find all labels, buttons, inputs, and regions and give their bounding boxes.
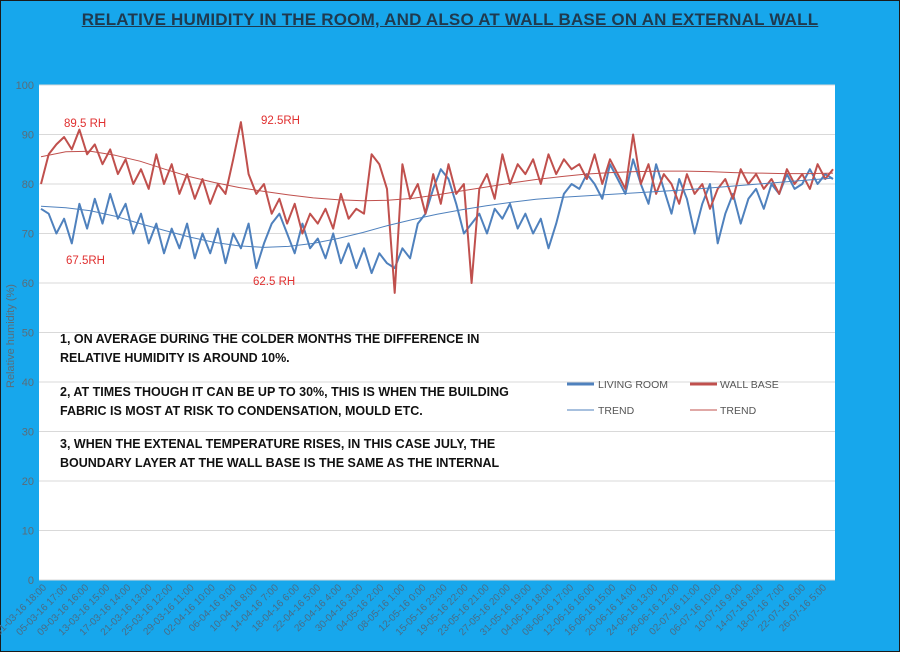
series-line-trend-living-room xyxy=(40,177,834,248)
y-tick-label-60: 60 xyxy=(22,278,34,290)
legend-label-trend-red: TREND xyxy=(720,405,757,417)
note-line-6: BOUNDARY LAYER AT THE WALL BASE IS THE S… xyxy=(60,456,500,470)
annotation-peak-2: 92.5RH xyxy=(261,115,300,127)
legend-label-living-room: LIVING ROOM xyxy=(598,379,668,391)
note-line-4: FABRIC IS MOST AT RISK TO CONDENSATION, … xyxy=(60,404,423,418)
note-line-1: 1, ON AVERAGE DURING THE COLDER MONTHS T… xyxy=(60,332,479,346)
legend-label-trend-blue: TREND xyxy=(598,405,635,417)
y-tick-label-0: 0 xyxy=(28,575,34,587)
y-tick-label-80: 80 xyxy=(22,179,34,191)
y-tick-label-90: 90 xyxy=(22,130,34,142)
y-tick-label-100: 100 xyxy=(16,80,34,92)
note-line-2: RELATIVE HUMIDITY IS AROUND 10%. xyxy=(60,351,290,365)
y-tick-label-10: 10 xyxy=(22,526,34,538)
y-axis-label: Relative humidity (%) xyxy=(5,284,17,388)
series-line-trend-wall-base xyxy=(40,150,834,202)
y-tick-label-50: 50 xyxy=(22,328,34,340)
y-tick-label-30: 30 xyxy=(22,427,34,439)
note-line-3: 2, AT TIMES THOUGH IT CAN BE UP TO 30%, … xyxy=(60,385,509,399)
legend-label-wall-base: WALL BASE xyxy=(720,379,779,391)
note-line-5: 3, WHEN THE EXTENAL TEMPERATURE RISES, I… xyxy=(60,437,495,451)
y-tick-label-20: 20 xyxy=(22,476,34,488)
annotation-low-1: 67.5RH xyxy=(66,255,105,267)
y-tick-label-70: 70 xyxy=(22,229,34,241)
y-tick-label-40: 40 xyxy=(22,377,34,389)
series-line-wall-base xyxy=(40,121,834,294)
series-line-living-room xyxy=(40,158,834,275)
annotation-peak-1: 89.5 RH xyxy=(64,118,106,130)
chart-title: RELATIVE HUMIDITY IN THE ROOM, AND ALSO … xyxy=(81,10,819,29)
annotation-low-2: 62.5 RH xyxy=(253,276,295,288)
